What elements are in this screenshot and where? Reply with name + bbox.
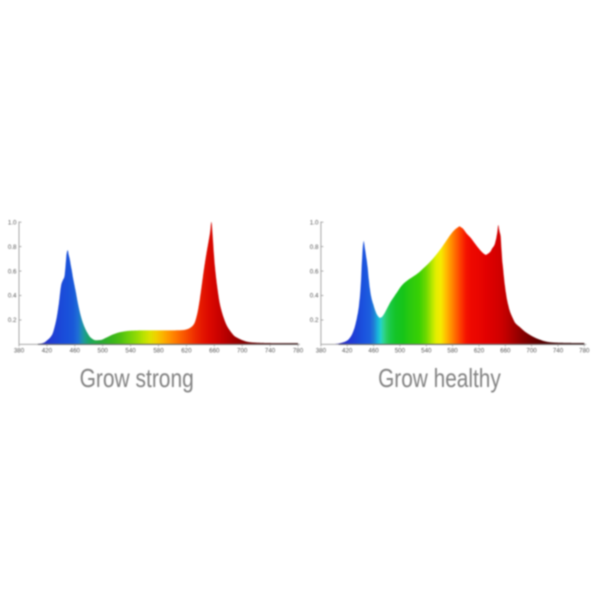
svg-text:0.4: 0.4 <box>310 293 319 300</box>
svg-text:420: 420 <box>342 348 353 355</box>
svg-text:500: 500 <box>98 348 109 355</box>
svg-text:0.4: 0.4 <box>8 293 17 300</box>
svg-text:0.2: 0.2 <box>8 317 17 324</box>
svg-text:740: 740 <box>265 348 276 355</box>
svg-text:0.2: 0.2 <box>310 317 319 324</box>
svg-text:0.8: 0.8 <box>310 244 319 251</box>
svg-text:780: 780 <box>579 348 590 355</box>
svg-text:0.6: 0.6 <box>8 268 17 275</box>
svg-text:380: 380 <box>316 348 327 355</box>
svg-text:1.0: 1.0 <box>310 219 319 226</box>
svg-text:660: 660 <box>209 348 220 355</box>
svg-text:580: 580 <box>153 348 164 355</box>
svg-text:460: 460 <box>368 348 379 355</box>
svg-text:700: 700 <box>526 348 537 355</box>
svg-text:780: 780 <box>293 348 304 355</box>
svg-text:1.0: 1.0 <box>8 219 17 226</box>
svg-text:620: 620 <box>181 348 192 355</box>
svg-text:460: 460 <box>70 348 81 355</box>
svg-text:0.6: 0.6 <box>310 268 319 275</box>
svg-text:Grow strong: Grow strong <box>80 365 194 393</box>
svg-text:740: 740 <box>553 348 564 355</box>
svg-text:660: 660 <box>500 348 511 355</box>
svg-text:Grow healthy: Grow healthy <box>378 365 501 393</box>
svg-text:380: 380 <box>14 348 25 355</box>
svg-text:580: 580 <box>447 348 458 355</box>
svg-text:620: 620 <box>474 348 485 355</box>
svg-text:540: 540 <box>125 348 136 355</box>
svg-text:0.8: 0.8 <box>8 244 17 251</box>
svg-text:420: 420 <box>42 348 53 355</box>
svg-text:500: 500 <box>395 348 406 355</box>
svg-text:540: 540 <box>421 348 432 355</box>
svg-text:700: 700 <box>237 348 248 355</box>
